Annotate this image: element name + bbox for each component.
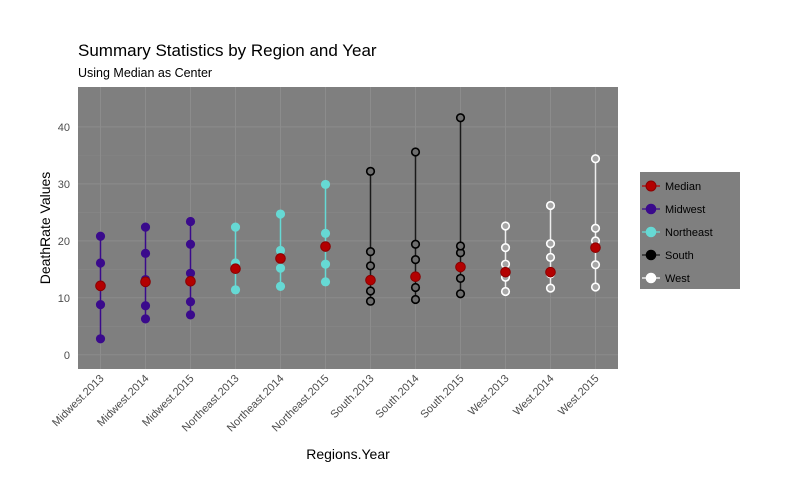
point-median <box>365 274 376 286</box>
point-median <box>455 261 466 273</box>
point-south <box>365 296 376 306</box>
point-south <box>410 147 421 157</box>
point-midwest <box>185 239 196 249</box>
point-midwest <box>185 297 196 307</box>
point-midwest <box>140 301 151 311</box>
point-south <box>455 273 466 284</box>
legend-key-west <box>645 272 657 284</box>
y-tick-label: 40 <box>58 122 70 134</box>
point-south <box>365 261 376 271</box>
point-west <box>500 286 511 297</box>
point-median <box>590 242 601 253</box>
x-tick-label: West.2014 <box>511 373 557 419</box>
point-south <box>365 166 376 176</box>
point-median <box>230 263 241 275</box>
point-south <box>365 247 376 257</box>
point-northeast <box>275 209 286 219</box>
point-south <box>365 286 376 296</box>
point-northeast <box>275 263 286 273</box>
point-northeast <box>230 222 241 232</box>
legend-key-midwest <box>645 203 657 215</box>
legend-label-median: Median <box>665 181 701 193</box>
y-tick-label: 30 <box>58 179 70 191</box>
y-tick-label: 20 <box>58 236 70 248</box>
point-median <box>275 253 286 264</box>
legend-label-south: South <box>665 250 694 262</box>
x-axis-ticks: Midwest.2013Midwest.2014Midwest.2015Nort… <box>50 373 601 435</box>
point-south <box>455 289 466 299</box>
legend-label-northeast: Northeast <box>665 227 713 239</box>
point-northeast <box>275 281 286 291</box>
point-south <box>455 113 466 123</box>
point-median <box>185 275 196 287</box>
point-midwest <box>95 231 106 241</box>
point-west <box>590 223 601 233</box>
median-points <box>95 241 601 292</box>
legend-label-midwest: Midwest <box>665 204 705 216</box>
point-median <box>500 266 511 278</box>
point-west <box>590 282 601 292</box>
point-south <box>455 241 466 251</box>
point-median <box>320 241 331 252</box>
point-midwest <box>140 222 151 232</box>
point-midwest <box>95 300 106 310</box>
point-south <box>410 294 421 305</box>
legend-label-west: West <box>665 273 690 285</box>
legend: Median Midwest Northeast South West <box>640 172 740 289</box>
point-median <box>545 266 556 278</box>
point-midwest <box>185 310 196 320</box>
legend-key-median <box>645 180 657 192</box>
x-tick-label: South.2015 <box>418 373 466 421</box>
point-midwest <box>140 248 151 258</box>
point-northeast <box>230 285 241 295</box>
legend-key-northeast <box>645 226 657 238</box>
y-tick-label: 0 <box>64 350 70 362</box>
point-west <box>590 154 601 164</box>
point-west <box>500 243 511 253</box>
point-northeast <box>320 259 331 269</box>
point-northeast <box>320 228 331 239</box>
chart-title: Summary Statistics by Region and Year <box>78 41 377 60</box>
point-midwest <box>140 314 151 324</box>
data-points <box>95 113 601 344</box>
y-axis-title: DeathRate Values <box>37 172 53 285</box>
legend-background <box>640 172 740 289</box>
point-west <box>500 259 511 269</box>
x-axis-title: Regions.Year <box>306 446 390 462</box>
point-west <box>545 200 556 211</box>
point-midwest <box>185 216 196 227</box>
point-midwest <box>185 268 196 278</box>
y-tick-label: 10 <box>58 293 70 305</box>
x-tick-label: West.2013 <box>466 373 512 419</box>
chart-subtitle: Using Median as Center <box>78 66 212 80</box>
point-northeast <box>320 277 331 287</box>
point-south <box>410 255 421 265</box>
legend-key-south <box>645 249 657 261</box>
y-axis-ticks: 0 10 20 30 40 <box>58 122 70 362</box>
point-west <box>500 221 511 231</box>
x-tick-label: South.2013 <box>328 373 376 421</box>
point-south <box>410 239 421 249</box>
point-median <box>140 276 151 288</box>
point-west <box>545 239 556 249</box>
point-midwest <box>95 258 106 268</box>
plot-panel <box>78 87 618 369</box>
point-south <box>410 282 421 293</box>
point-west <box>545 252 556 262</box>
point-west <box>590 260 601 270</box>
point-west <box>545 283 556 293</box>
point-median <box>410 271 421 283</box>
point-median <box>95 280 106 292</box>
x-tick-label: West.2015 <box>556 373 602 419</box>
point-northeast <box>275 245 286 256</box>
x-tick-label: South.2014 <box>373 373 421 421</box>
point-northeast <box>320 179 331 190</box>
point-midwest <box>95 334 106 344</box>
